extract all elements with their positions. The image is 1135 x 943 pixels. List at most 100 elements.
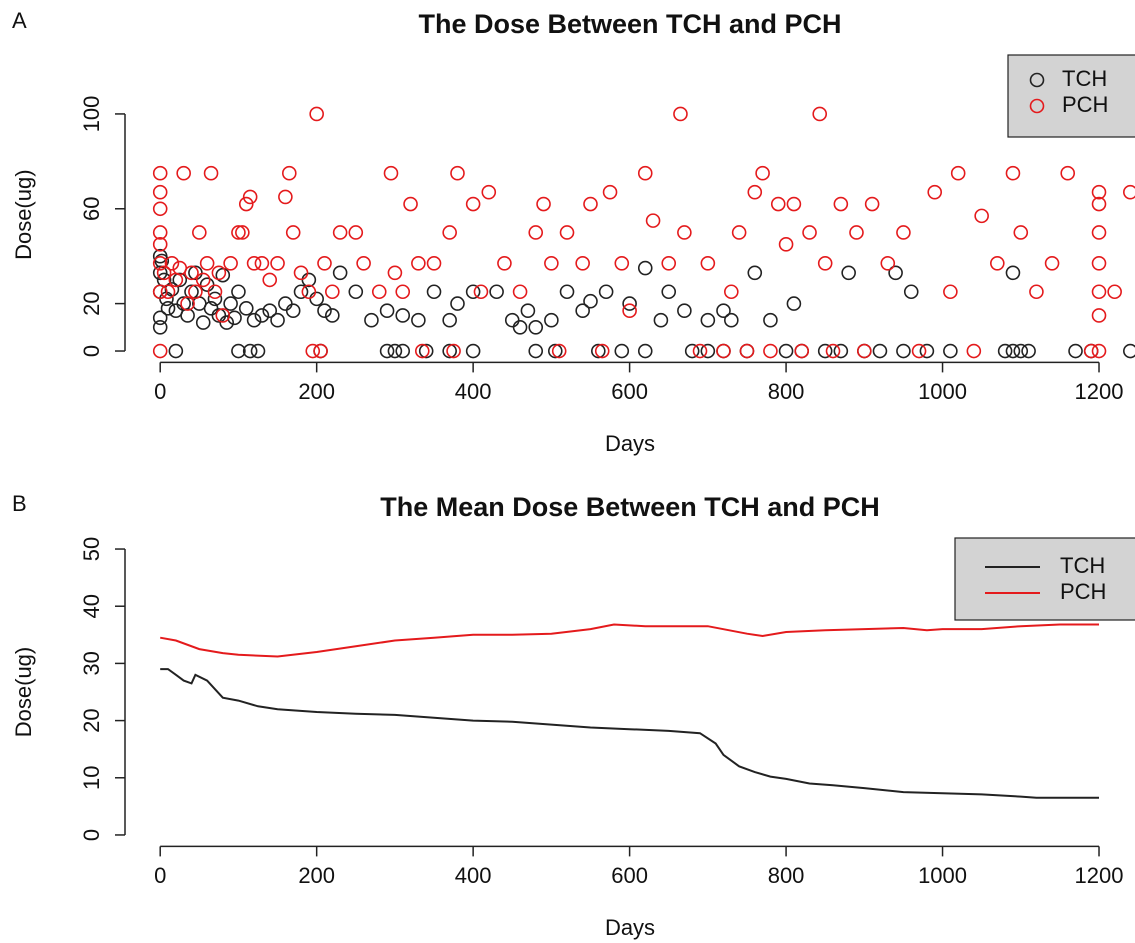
scatter-point xyxy=(285,225,301,240)
scatter-point xyxy=(180,308,195,323)
scatter-point xyxy=(442,225,457,240)
scatter-point xyxy=(356,256,371,271)
scatter-point xyxy=(426,256,442,271)
scatter-point xyxy=(637,260,653,276)
scatter-point xyxy=(285,303,301,319)
scatter-point xyxy=(591,343,606,359)
scatter-point xyxy=(677,225,692,240)
scatter-point xyxy=(152,310,168,326)
scatter-point xyxy=(195,272,211,288)
scatter-point xyxy=(301,284,317,300)
scatter-point xyxy=(411,312,426,328)
scatter-point xyxy=(1021,343,1036,359)
scatter-point xyxy=(1091,256,1107,271)
data-line xyxy=(160,623,1099,658)
plot-area xyxy=(160,623,1099,799)
scatter-point xyxy=(966,343,982,359)
scatter-point xyxy=(896,225,911,240)
scatter-point xyxy=(176,165,191,181)
scatter-point xyxy=(528,343,544,359)
scatter-point xyxy=(446,343,461,359)
x-axis-title: Days xyxy=(605,915,655,940)
scatter-point xyxy=(301,272,317,288)
scatter-point xyxy=(864,196,880,212)
scatter-point xyxy=(583,196,598,212)
data-line xyxy=(160,668,1099,799)
scatter-point xyxy=(841,265,856,281)
scatter-point xyxy=(1123,184,1135,200)
x-tick-label: 600 xyxy=(611,863,648,888)
x-tick-label: 400 xyxy=(455,863,492,888)
scatter-point xyxy=(418,343,434,359)
scatter-point xyxy=(465,196,481,212)
scatter-point xyxy=(731,225,747,240)
scatter-point xyxy=(246,256,262,271)
scatter-point xyxy=(817,343,833,359)
scatter-point xyxy=(293,284,309,300)
scatter-point xyxy=(763,343,778,359)
scatter-point xyxy=(551,343,567,359)
scatter-point xyxy=(1091,184,1107,200)
scatter-point xyxy=(943,343,958,359)
scatter-point xyxy=(281,165,297,181)
scatter-point xyxy=(747,184,763,200)
scatter-point xyxy=(395,284,411,300)
y-tick-label: 30 xyxy=(79,651,104,675)
scatter-point xyxy=(786,296,802,311)
scatter-point xyxy=(778,237,794,252)
scatter-point xyxy=(426,284,442,300)
scatter-point xyxy=(1123,343,1135,359)
scatter-point xyxy=(203,165,219,181)
scatter-point xyxy=(238,301,254,316)
scatter-point xyxy=(332,225,348,240)
scatter-point xyxy=(1091,225,1107,240)
scatter-point xyxy=(872,343,888,359)
scatter-point xyxy=(395,308,411,323)
chart-panel: B The Mean Dose Between TCH and PCH Days Do… xyxy=(11,491,1135,940)
scatter-point xyxy=(160,284,176,300)
scatter-point xyxy=(536,196,551,212)
scatter-point xyxy=(270,312,285,328)
legend-label: PCH xyxy=(1060,579,1106,604)
x-tick-label: 400 xyxy=(455,379,492,404)
scatter-point xyxy=(465,343,481,359)
scatter-point xyxy=(583,293,598,309)
scatter-point xyxy=(1091,343,1107,359)
legend-box xyxy=(1007,54,1135,138)
scatter-point xyxy=(152,184,168,200)
y-tick-label: 50 xyxy=(79,537,104,561)
scatter-point xyxy=(223,256,238,271)
scatter-point xyxy=(270,256,285,271)
scatter-point xyxy=(262,303,278,319)
scatter-point xyxy=(637,165,653,181)
scatter-point xyxy=(293,265,309,281)
scatter-point xyxy=(653,312,669,328)
scatter-point xyxy=(1083,343,1099,359)
scatter-point xyxy=(1044,256,1060,271)
scatter-point xyxy=(1005,343,1021,359)
chart-panel: A The Dose Between TCH and PCH Days Dose(ug… xyxy=(11,8,1135,456)
chart-title: The Mean Dose Between TCH and PCH xyxy=(380,492,880,522)
scatter-point xyxy=(325,308,340,323)
scatter-point xyxy=(231,284,246,300)
y-tick-label: 100 xyxy=(79,96,104,133)
scatter-point xyxy=(716,343,731,359)
scatter-point xyxy=(512,320,528,335)
scatter-point xyxy=(199,256,215,271)
scatter-point xyxy=(1091,308,1107,323)
scatter-point xyxy=(223,296,238,311)
scatter-point xyxy=(1107,284,1122,300)
scatter-point xyxy=(528,320,544,335)
scatter-point xyxy=(238,196,254,212)
scatter-point xyxy=(450,296,465,311)
x-tick-label: 800 xyxy=(768,379,805,404)
y-tick-label: 0 xyxy=(79,829,104,841)
scatter-point xyxy=(974,208,989,224)
scatter-point xyxy=(547,343,563,359)
chart-title: The Dose Between TCH and PCH xyxy=(418,9,841,39)
scatter-point xyxy=(309,291,324,307)
scatter-point xyxy=(231,225,246,240)
scatter-point xyxy=(242,343,258,359)
scatter-point xyxy=(1068,343,1083,359)
